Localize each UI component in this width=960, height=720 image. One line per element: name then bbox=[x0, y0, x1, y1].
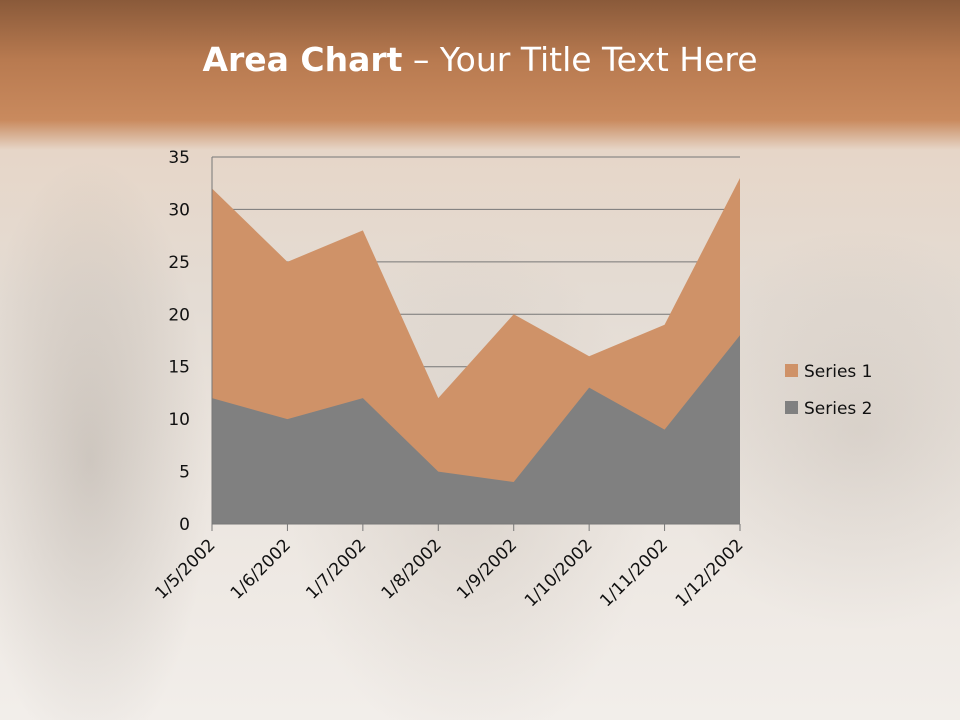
y-tick-label: 25 bbox=[168, 253, 190, 273]
area-series-2 bbox=[212, 335, 740, 524]
slide-title: Area Chart – Your Title Text Here bbox=[202, 40, 758, 79]
y-tick-label: 20 bbox=[168, 305, 190, 325]
x-tick-label: 1/12/2002 bbox=[672, 535, 748, 611]
legend-swatch bbox=[785, 401, 798, 414]
x-tick-label: 1/7/2002 bbox=[302, 535, 370, 603]
legend-swatch bbox=[785, 364, 798, 377]
x-tick-label: 1/9/2002 bbox=[453, 535, 521, 603]
y-tick-label: 35 bbox=[168, 148, 190, 168]
y-tick-label: 10 bbox=[168, 410, 190, 430]
legend-label: Series 2 bbox=[804, 399, 873, 419]
x-tick-label: 1/6/2002 bbox=[227, 535, 295, 603]
x-tick-label: 1/8/2002 bbox=[378, 535, 446, 603]
legend-label: Series 1 bbox=[804, 362, 873, 382]
y-tick-label: 0 bbox=[179, 515, 190, 535]
y-tick-label: 30 bbox=[168, 200, 190, 220]
y-tick-label: 5 bbox=[179, 463, 190, 483]
x-tick-label: 1/5/2002 bbox=[151, 535, 219, 603]
x-tick-label: 1/11/2002 bbox=[596, 535, 672, 611]
x-tick-label: 1/10/2002 bbox=[521, 535, 597, 611]
y-tick-label: 15 bbox=[168, 358, 190, 378]
